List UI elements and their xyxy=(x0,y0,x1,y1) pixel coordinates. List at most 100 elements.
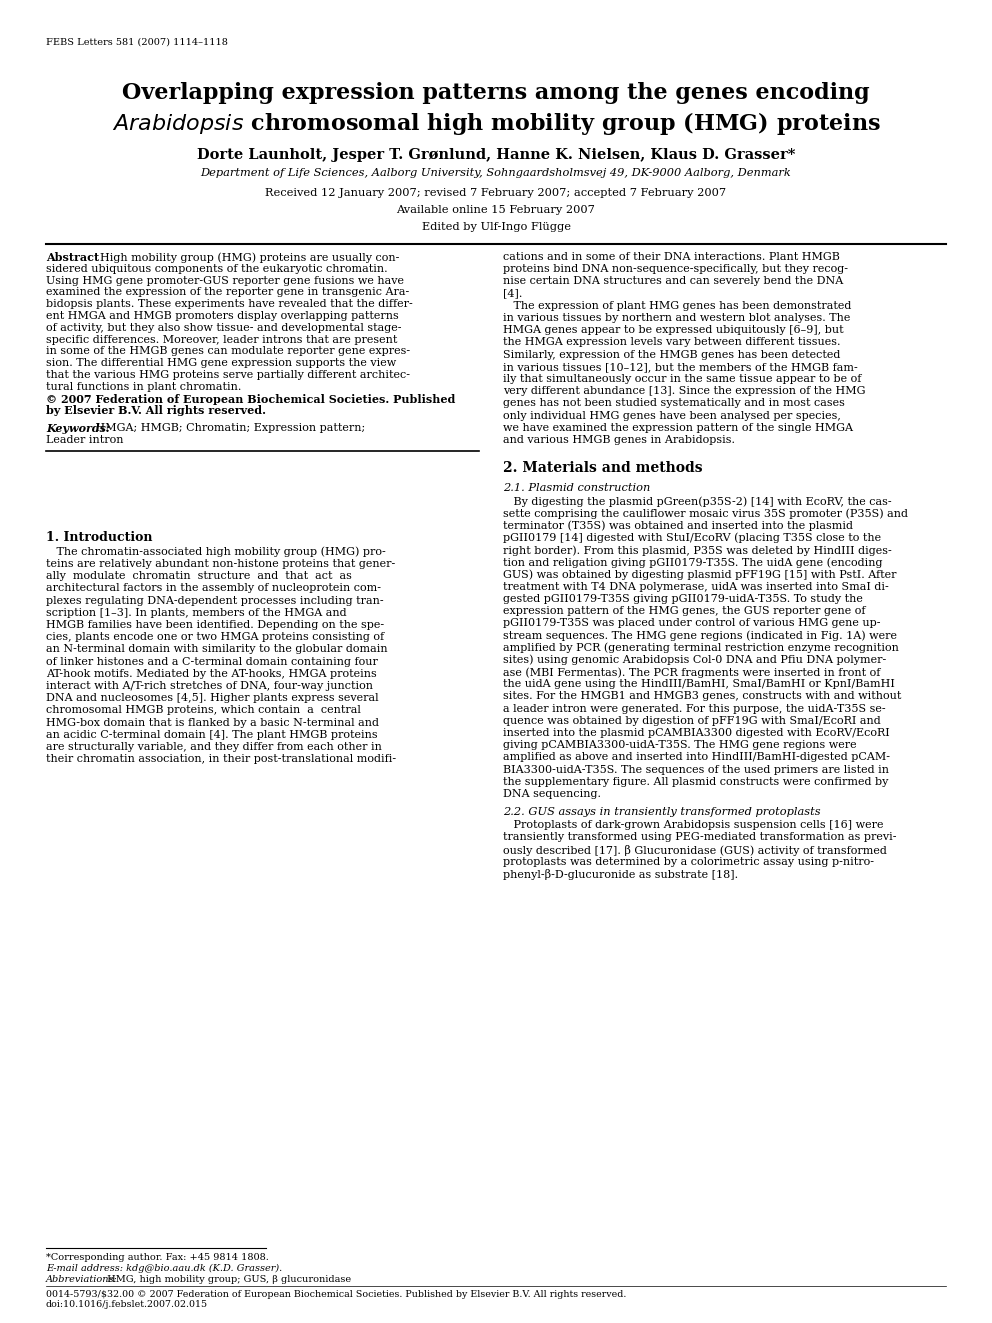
Text: Abbreviations:: Abbreviations: xyxy=(46,1275,118,1285)
Text: Dorte Launholt, Jesper T. Grønlund, Hanne K. Nielsen, Klaus D. Grasser*: Dorte Launholt, Jesper T. Grønlund, Hann… xyxy=(196,148,796,161)
Text: *Corresponding author. Fax: +45 9814 1808.: *Corresponding author. Fax: +45 9814 180… xyxy=(46,1253,269,1262)
Text: expression pattern of the HMG genes, the GUS reporter gene of: expression pattern of the HMG genes, the… xyxy=(503,606,865,617)
Text: Abstract: Abstract xyxy=(46,251,99,263)
Text: the uidA gene using the HindIII/BamHI, SmaI/BamHI or KpnI/BamHI: the uidA gene using the HindIII/BamHI, S… xyxy=(503,679,895,689)
Text: an N-terminal domain with similarity to the globular domain: an N-terminal domain with similarity to … xyxy=(46,644,388,655)
Text: cies, plants encode one or two HMGA proteins consisting of: cies, plants encode one or two HMGA prot… xyxy=(46,632,384,642)
Text: AT-hook motifs. Mediated by the AT-hooks, HMGA proteins: AT-hook motifs. Mediated by the AT-hooks… xyxy=(46,669,377,679)
Text: sidered ubiquitous components of the eukaryotic chromatin.: sidered ubiquitous components of the euk… xyxy=(46,263,388,274)
Text: that the various HMG proteins serve partially different architec-: that the various HMG proteins serve part… xyxy=(46,370,410,380)
Text: very different abundance [13]. Since the expression of the HMG: very different abundance [13]. Since the… xyxy=(503,386,865,396)
Text: The expression of plant HMG genes has been demonstrated: The expression of plant HMG genes has be… xyxy=(503,300,851,311)
Text: Received 12 January 2007; revised 7 February 2007; accepted 7 February 2007: Received 12 January 2007; revised 7 Febr… xyxy=(266,188,726,198)
Text: a leader intron were generated. For this purpose, the uidA-T35S se-: a leader intron were generated. For this… xyxy=(503,704,886,713)
Text: gested pGII0179-T35S giving pGII0179-uidA-T35S. To study the: gested pGII0179-T35S giving pGII0179-uid… xyxy=(503,594,863,603)
Text: 0014-5793/$32.00 © 2007 Federation of European Biochemical Societies. Published : 0014-5793/$32.00 © 2007 Federation of Eu… xyxy=(46,1290,626,1299)
Text: phenyl-β-D-glucuronide as substrate [18].: phenyl-β-D-glucuronide as substrate [18]… xyxy=(503,869,738,880)
Text: sites. For the HMGB1 and HMGB3 genes, constructs with and without: sites. For the HMGB1 and HMGB3 genes, co… xyxy=(503,692,902,701)
Text: inserted into the plasmid pCAMBIA3300 digested with EcoRV/EcoRI: inserted into the plasmid pCAMBIA3300 di… xyxy=(503,728,890,738)
Text: of linker histones and a C-terminal domain containing four: of linker histones and a C-terminal doma… xyxy=(46,656,378,667)
Text: of activity, but they also show tissue- and developmental stage-: of activity, but they also show tissue- … xyxy=(46,323,402,333)
Text: only individual HMG genes have been analysed per species,: only individual HMG genes have been anal… xyxy=(503,410,841,421)
Text: Overlapping expression patterns among the genes encoding: Overlapping expression patterns among th… xyxy=(122,82,870,105)
Text: quence was obtained by digestion of pFF19G with SmaI/EcoRI and: quence was obtained by digestion of pFF1… xyxy=(503,716,881,726)
Text: plexes regulating DNA-dependent processes including tran-: plexes regulating DNA-dependent processe… xyxy=(46,595,384,606)
Text: in various tissues [10–12], but the members of the HMGB fam-: in various tissues [10–12], but the memb… xyxy=(503,361,858,372)
Text: giving pCAMBIA3300-uidA-T35S. The HMG gene regions were: giving pCAMBIA3300-uidA-T35S. The HMG ge… xyxy=(503,740,857,750)
Text: HMGB families have been identified. Depending on the spe-: HMGB families have been identified. Depe… xyxy=(46,620,384,630)
Text: HMGA genes appear to be expressed ubiquitously [6–9], but: HMGA genes appear to be expressed ubiqui… xyxy=(503,325,843,335)
Text: treatment with T4 DNA polymerase, uidA was inserted into SmaI di-: treatment with T4 DNA polymerase, uidA w… xyxy=(503,582,889,591)
Text: sette comprising the cauliflower mosaic virus 35S promoter (P35S) and: sette comprising the cauliflower mosaic … xyxy=(503,508,908,519)
Text: stream sequences. The HMG gene regions (indicated in Fig. 1A) were: stream sequences. The HMG gene regions (… xyxy=(503,630,897,640)
Text: Using HMG gene promoter-GUS reporter gene fusions we have: Using HMG gene promoter-GUS reporter gen… xyxy=(46,275,404,286)
Text: the supplementary figure. All plasmid constructs were confirmed by: the supplementary figure. All plasmid co… xyxy=(503,777,889,787)
Text: GUS) was obtained by digesting plasmid pFF19G [15] with PstI. After: GUS) was obtained by digesting plasmid p… xyxy=(503,569,897,579)
Text: scription [1–3]. In plants, members of the HMGA and: scription [1–3]. In plants, members of t… xyxy=(46,607,346,618)
Text: E-mail address: kdg@bio.aau.dk (K.D. Grasser).: E-mail address: kdg@bio.aau.dk (K.D. Gra… xyxy=(46,1263,283,1273)
Text: Similarly, expression of the HMGB genes has been detected: Similarly, expression of the HMGB genes … xyxy=(503,349,840,360)
Text: [4].: [4]. xyxy=(503,288,523,299)
Text: in various tissues by northern and western blot analyses. The: in various tissues by northern and weste… xyxy=(503,314,850,323)
Text: Keywords:: Keywords: xyxy=(46,423,110,434)
Text: terminator (T35S) was obtained and inserted into the plasmid: terminator (T35S) was obtained and inser… xyxy=(503,520,853,531)
Text: By digesting the plasmid pGreen(p35S-2) [14] with EcoRV, the cas-: By digesting the plasmid pGreen(p35S-2) … xyxy=(503,496,892,507)
Text: sion. The differential HMG gene expression supports the view: sion. The differential HMG gene expressi… xyxy=(46,359,396,368)
Text: Department of Life Sciences, Aalborg University, Sohngaardsholmsvej 49, DK-9000 : Department of Life Sciences, Aalborg Uni… xyxy=(200,168,792,179)
Text: DNA and nucleosomes [4,5]. Higher plants express several: DNA and nucleosomes [4,5]. Higher plants… xyxy=(46,693,379,704)
Text: the HMGA expression levels vary between different tissues.: the HMGA expression levels vary between … xyxy=(503,337,840,348)
Text: HMG, high mobility group; GUS, β glucuronidase: HMG, high mobility group; GUS, β glucuro… xyxy=(104,1275,351,1285)
Text: HMGA; HMGB; Chromatin; Expression pattern;: HMGA; HMGB; Chromatin; Expression patter… xyxy=(92,423,365,433)
Text: pGII0179 [14] digested with StuI/EcoRV (placing T35S close to the: pGII0179 [14] digested with StuI/EcoRV (… xyxy=(503,533,881,544)
Text: teins are relatively abundant non-histone proteins that gener-: teins are relatively abundant non-histon… xyxy=(46,560,395,569)
Text: FEBS Letters 581 (2007) 1114–1118: FEBS Letters 581 (2007) 1114–1118 xyxy=(46,38,228,48)
Text: architectural factors in the assembly of nucleoprotein com-: architectural factors in the assembly of… xyxy=(46,583,381,594)
Text: amplified as above and inserted into HindIII/BamHI-digested pCAM-: amplified as above and inserted into Hin… xyxy=(503,753,890,762)
Text: chromosomal HMGB proteins, which contain  a  central: chromosomal HMGB proteins, which contain… xyxy=(46,705,361,716)
Text: pGII0179-T35S was placed under control of various HMG gene up-: pGII0179-T35S was placed under control o… xyxy=(503,618,881,628)
Text: Leader intron: Leader intron xyxy=(46,435,123,445)
Text: interact with A/T-rich stretches of DNA, four-way junction: interact with A/T-rich stretches of DNA,… xyxy=(46,681,373,691)
Text: doi:10.1016/j.febslet.2007.02.015: doi:10.1016/j.febslet.2007.02.015 xyxy=(46,1301,208,1308)
Text: 2.2. GUS assays in transiently transformed protoplasts: 2.2. GUS assays in transiently transform… xyxy=(503,807,820,818)
Text: genes has not been studied systematically and in most cases: genes has not been studied systematicall… xyxy=(503,398,845,409)
Text: HMG-box domain that is flanked by a basic N-terminal and: HMG-box domain that is flanked by a basi… xyxy=(46,717,379,728)
Text: ously described [17]. β Glucuronidase (GUS) activity of transformed: ously described [17]. β Glucuronidase (G… xyxy=(503,844,887,856)
Text: tion and religation giving pGII0179-T35S. The uidA gene (encoding: tion and religation giving pGII0179-T35S… xyxy=(503,557,883,568)
Text: ally  modulate  chromatin  structure  and  that  act  as: ally modulate chromatin structure and th… xyxy=(46,572,352,581)
Text: © 2007 Federation of European Biochemical Societies. Published: © 2007 Federation of European Biochemica… xyxy=(46,394,455,405)
Text: tural functions in plant chromatin.: tural functions in plant chromatin. xyxy=(46,382,241,392)
Text: an acidic C-terminal domain [4]. The plant HMGB proteins: an acidic C-terminal domain [4]. The pla… xyxy=(46,730,378,740)
Text: nise certain DNA structures and can severely bend the DNA: nise certain DNA structures and can seve… xyxy=(503,277,843,286)
Text: High mobility group (HMG) proteins are usually con-: High mobility group (HMG) proteins are u… xyxy=(93,251,400,262)
Text: 2.1. Plasmid construction: 2.1. Plasmid construction xyxy=(503,483,651,493)
Text: proteins bind DNA non-sequence-specifically, but they recog-: proteins bind DNA non-sequence-specifica… xyxy=(503,265,848,274)
Text: cations and in some of their DNA interactions. Plant HMGB: cations and in some of their DNA interac… xyxy=(503,251,840,262)
Text: 2. Materials and methods: 2. Materials and methods xyxy=(503,462,702,475)
Text: protoplasts was determined by a colorimetric assay using p-nitro-: protoplasts was determined by a colorime… xyxy=(503,857,874,867)
Text: right border). From this plasmid, P35S was deleted by HindIII diges-: right border). From this plasmid, P35S w… xyxy=(503,545,892,556)
Text: DNA sequencing.: DNA sequencing. xyxy=(503,789,601,799)
Text: transiently transformed using PEG-mediated transformation as previ-: transiently transformed using PEG-mediat… xyxy=(503,832,897,843)
Text: in some of the HMGB genes can modulate reporter gene expres-: in some of the HMGB genes can modulate r… xyxy=(46,347,410,356)
Text: The chromatin-associated high mobility group (HMG) pro-: The chromatin-associated high mobility g… xyxy=(46,546,386,557)
Text: and various HMGB genes in Arabidopsis.: and various HMGB genes in Arabidopsis. xyxy=(503,435,735,445)
Text: examined the expression of the reporter gene in transgenic Ara-: examined the expression of the reporter … xyxy=(46,287,410,298)
Text: their chromatin association, in their post-translational modifi-: their chromatin association, in their po… xyxy=(46,754,396,765)
Text: Protoplasts of dark-grown Arabidopsis suspension cells [16] were: Protoplasts of dark-grown Arabidopsis su… xyxy=(503,820,884,831)
Text: ent HMGA and HMGB promoters display overlapping patterns: ent HMGA and HMGB promoters display over… xyxy=(46,311,399,321)
Text: bidopsis plants. These experiments have revealed that the differ-: bidopsis plants. These experiments have … xyxy=(46,299,413,310)
Text: ily that simultaneously occur in the same tissue appear to be of: ily that simultaneously occur in the sam… xyxy=(503,374,861,384)
Text: are structurally variable, and they differ from each other in: are structurally variable, and they diff… xyxy=(46,742,382,751)
Text: specific differences. Moreover, leader introns that are present: specific differences. Moreover, leader i… xyxy=(46,335,398,344)
Text: Edited by Ulf-Ingo Flügge: Edited by Ulf-Ingo Flügge xyxy=(422,222,570,232)
Text: amplified by PCR (generating terminal restriction enzyme recognition: amplified by PCR (generating terminal re… xyxy=(503,643,899,654)
Text: Available online 15 February 2007: Available online 15 February 2007 xyxy=(397,205,595,216)
Text: we have examined the expression pattern of the single HMGA: we have examined the expression pattern … xyxy=(503,423,853,433)
Text: sites) using genomic Arabidopsis Col-0 DNA and Pfiu DNA polymer-: sites) using genomic Arabidopsis Col-0 D… xyxy=(503,655,886,665)
Text: BIA3300-uidA-T35S. The sequences of the used primers are listed in: BIA3300-uidA-T35S. The sequences of the … xyxy=(503,765,889,774)
Text: ase (MBI Fermentas). The PCR fragments were inserted in front of: ase (MBI Fermentas). The PCR fragments w… xyxy=(503,667,880,677)
Text: 1. Introduction: 1. Introduction xyxy=(46,531,153,544)
Text: by Elsevier B.V. All rights reserved.: by Elsevier B.V. All rights reserved. xyxy=(46,405,266,417)
Text: $\mathit{Arabidopsis}$ chromosomal high mobility group (HMG) proteins: $\mathit{Arabidopsis}$ chromosomal high … xyxy=(111,110,881,138)
